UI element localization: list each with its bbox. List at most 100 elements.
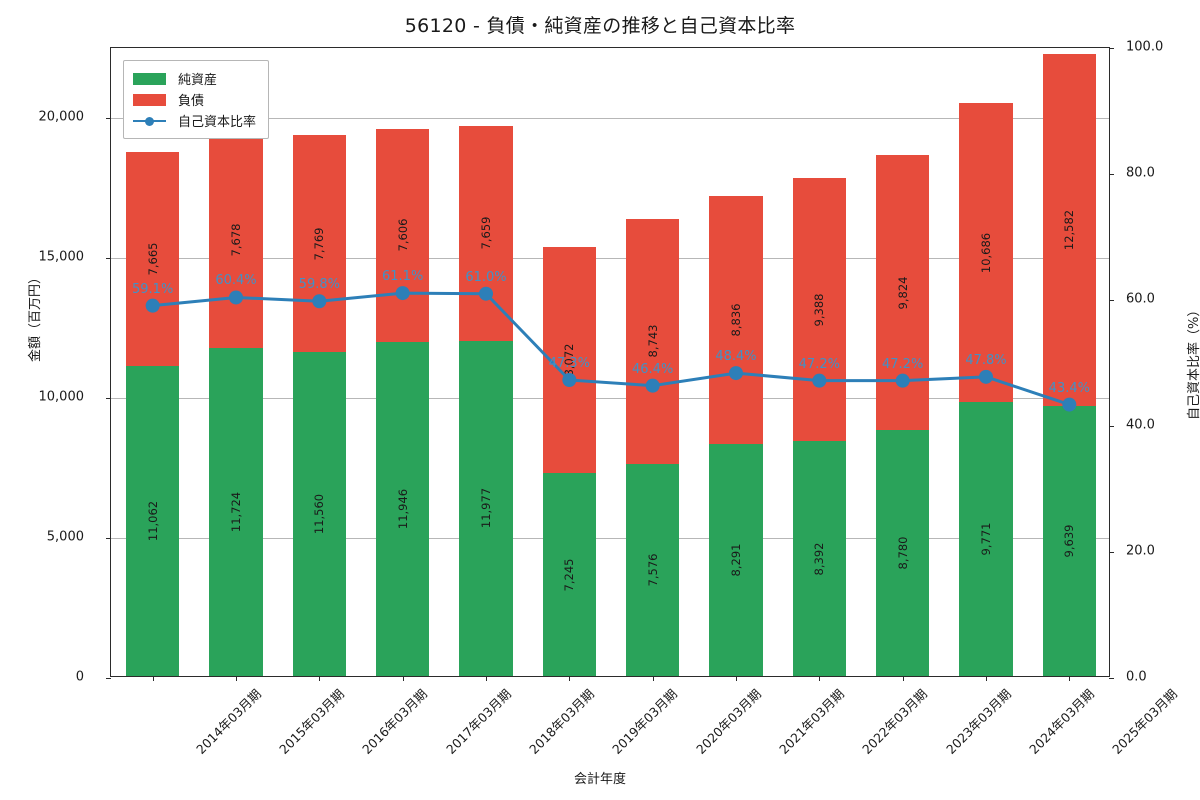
bar-segment-net-assets[interactable]: 8,291 [709,443,763,676]
bar-segment-liabilities[interactable]: 9,388 [792,178,846,442]
x-axis-tick-label: 2016年03月期 [359,686,431,757]
y-axis-right-label: 自己資本比率（%） [1187,303,1200,420]
bar-stack[interactable]: 11,724 7,678 [209,132,263,676]
bar-segment-net-assets[interactable]: 11,062 [126,366,180,676]
y2-axis-tick [1109,48,1114,49]
y-axis-right-tick-label: 80.0 [1126,165,1155,181]
y-axis-left-label: 金額（百万円） [28,270,43,362]
y2-axis-tick [1109,678,1114,679]
bar-segment-net-assets[interactable]: 11,977 [459,340,513,676]
y-axis-tick [106,538,111,539]
legend-item-label: 純資産 [178,73,218,88]
x-axis-tick-label: 2015年03月期 [276,686,347,757]
ratio-marker[interactable] [895,373,910,388]
legend-item[interactable]: 負債 [133,89,256,110]
x-axis-tick-label: 2023年03月期 [942,686,1014,757]
x-axis-label: 会計年度 [573,772,626,787]
y-axis-right-tick-label: 60.0 [1126,291,1155,307]
legend-item[interactable]: 純資産 [133,68,256,89]
ratio-marker[interactable] [229,290,243,305]
x-axis-tick-label: 2018年03月期 [526,686,597,757]
x-axis-tick [486,676,487,681]
y-axis-right-tick-label: 20.0 [1126,543,1155,559]
bar-segment-liabilities[interactable]: 12,582 [1042,53,1096,407]
ratio-value-label: 61.1% [382,269,424,285]
bar-segment-net-assets[interactable]: 7,245 [542,473,596,676]
ratio-line-path [151,291,1071,407]
bar-segment-liabilities[interactable]: 7,678 [209,132,263,348]
bar-segment-net-assets[interactable]: 9,639 [1042,406,1096,676]
bar-segment-net-assets[interactable]: 8,780 [876,430,930,676]
x-axis-tick-label: 2019年03月期 [609,686,681,757]
ratio-marker[interactable] [729,366,743,381]
bar-stack[interactable]: 9,771 10,686 [959,103,1013,676]
bar-stack[interactable]: 11,977 7,659 [459,126,513,676]
bar-segment-liabilities[interactable]: 8,836 [709,196,763,444]
ratio-marker[interactable] [979,369,993,384]
bar-stack[interactable]: 7,576 8,743 [626,219,680,676]
bar-stack[interactable]: 8,291 8,836 [709,196,763,676]
bar-segment-liabilities[interactable]: 7,659 [459,126,513,341]
x-axis-tick [569,676,571,681]
legend-item[interactable]: 自己資本比率 [133,110,256,131]
ratio-marker[interactable] [312,294,327,309]
x-axis-tick-label: 2014年03月期 [192,686,264,757]
bar-segment-net-assets[interactable]: 8,392 [792,441,846,676]
bar-segment-net-assets[interactable]: 7,576 [626,463,680,676]
bar-segment-net-assets[interactable]: 11,560 [292,352,346,676]
bar-segment-liabilities[interactable]: 7,769 [292,134,346,353]
ratio-value-label: 47.2% [882,356,924,372]
ratio-value-label: 59.8% [298,277,340,293]
ratio-value-label: 60.4% [215,273,257,289]
x-axis-tick-label: 2024年03月期 [1026,686,1097,757]
x-axis-tick [402,676,404,681]
legend-swatch-icon [133,72,166,85]
bar-stack[interactable]: 11,062 7,665 [126,151,180,676]
y-axis-left-tick-label: 10,000 [38,389,85,405]
bar-segment-liabilities[interactable]: 10,686 [959,103,1013,403]
ratio-marker[interactable] [395,286,410,301]
bar-stack[interactable]: 11,560 7,769 [292,134,346,676]
chart-title: 56120 - 負債・純資産の推移と自己資本比率 [404,15,796,37]
y-axis-left-tick-label: 0 [75,669,84,685]
bar-segment-liabilities[interactable]: 7,606 [376,128,430,342]
ratio-marker[interactable] [562,373,577,388]
bar-segment-net-assets[interactable]: 11,946 [376,341,430,676]
legend-swatch-icon [133,93,166,106]
x-axis-tick [152,676,154,681]
x-axis-tick [1069,676,1071,681]
x-axis-tick [902,676,904,681]
ratio-value-label: 47.2% [798,356,840,372]
y-axis-tick [106,118,111,119]
x-axis-tick [819,676,821,681]
ratio-marker[interactable] [479,286,493,301]
bar-segment-liabilities[interactable]: 8,743 [626,219,680,464]
ratio-value-label: 48.4% [715,349,757,365]
ratio-marker[interactable] [812,373,827,388]
bar-segment-net-assets[interactable]: 11,724 [209,347,263,676]
x-axis-tick-label: 2022年03月期 [859,686,931,757]
bar-stack[interactable]: 8,392 9,388 [792,178,846,676]
bar-segment-net-assets[interactable]: 9,771 [959,402,1013,676]
x-axis-tick-label: 2021年03月期 [776,686,847,757]
y-axis-left-tick-label: 5,000 [46,529,84,545]
bar-stack[interactable]: 11,946 7,606 [376,128,430,676]
ratio-marker[interactable] [145,298,160,313]
legend-item-label: 自己資本比率 [178,115,257,130]
ratio-value-label: 47.8% [965,352,1007,368]
y-axis-tick [106,398,111,399]
y2-axis-tick [1109,552,1114,553]
bar-segment-liabilities[interactable]: 7,665 [126,151,180,367]
ratio-line [145,286,1077,412]
ratio-marker[interactable] [1062,397,1077,412]
x-axis-tick-label: 2025年03月期 [1109,686,1181,757]
x-axis-tick [986,676,987,681]
y-axis-left-tick-label: 20,000 [38,109,85,125]
gridline [111,258,1109,259]
bar-stack[interactable]: 9,639 12,582 [1042,53,1096,676]
y-axis-tick [106,258,111,259]
ratio-marker[interactable] [645,378,660,393]
ratio-value-label: 46.4% [632,361,674,377]
ratio-value-label: 59.1% [132,281,174,297]
chart-legend: 純資産 負債自己資本比率 [123,60,270,139]
